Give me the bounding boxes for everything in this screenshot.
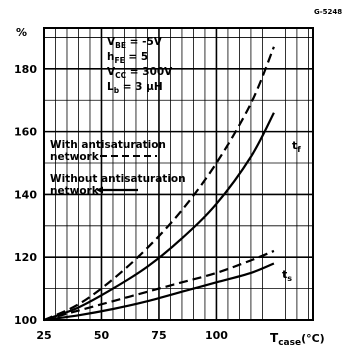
curve-label-ts: ts (282, 268, 292, 283)
legend-with-line1: With antisaturation (50, 139, 166, 151)
x-tick-label: 75 (151, 329, 166, 342)
series-layer (43, 46, 275, 322)
legend-arrow-icon (96, 186, 103, 194)
tick-labels: 25 50 75 100 100 120 140 160 180 (14, 63, 228, 342)
y-tick-label: 160 (14, 126, 37, 139)
condition-vcc: VCC = 300V (107, 66, 173, 80)
legend-with-line2: network (50, 151, 100, 163)
curve-label-tf: tf (292, 139, 301, 154)
y-tick-label: 100 (14, 314, 37, 327)
legend-without-line2: network (50, 185, 100, 197)
dashed-curve-ts (43, 249, 275, 322)
legend: With antisaturation network Without anti… (50, 139, 186, 197)
x-axis-label: Tcase(°C) (270, 331, 325, 348)
x-tick-label: 100 (205, 329, 228, 342)
y-tick-label: 120 (14, 251, 37, 264)
y-tick-label: 140 (14, 188, 37, 201)
x-tick-label: 25 (36, 329, 51, 342)
figure-code: G-5248 (314, 8, 342, 16)
y-tick-label: 180 (14, 63, 37, 76)
conditions-box: VBE = -5V hFE = 5 VCC = 300V Lb = 3 µH (107, 36, 173, 95)
x-tick-label: 50 (94, 329, 110, 342)
solid-curve-tf (43, 112, 275, 322)
y-axis-label: % (16, 26, 27, 39)
legend-without-line1: Without antisaturation (50, 173, 186, 185)
condition-hfe: hFE = 5 (107, 51, 148, 65)
condition-lb: Lb = 3 µH (107, 81, 163, 95)
solid-curve-ts (43, 262, 275, 322)
plot-frame (43, 27, 314, 321)
condition-vbe: VBE = -5V (107, 36, 163, 50)
dashed-curve-tf (43, 46, 275, 322)
